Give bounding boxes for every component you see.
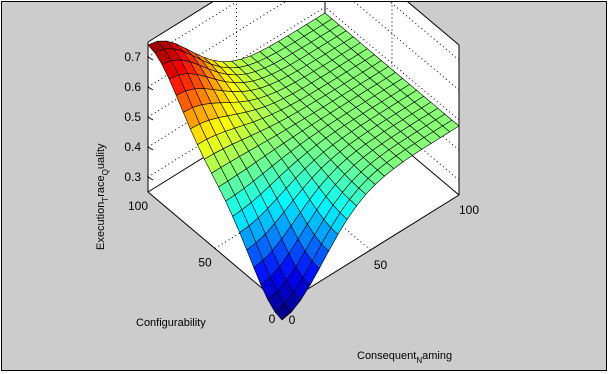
y-tick-label: 100 — [128, 199, 148, 213]
z-tick — [147, 176, 154, 181]
box-edge — [407, 2, 460, 46]
surface-patch — [274, 303, 292, 321]
z-tick — [147, 116, 154, 121]
z-tick — [147, 56, 154, 61]
y-tick-label: 50 — [198, 256, 212, 270]
x-axis-label: ConsequentNaming — [357, 350, 452, 365]
box-edge — [147, 2, 214, 43]
y-tick-label: 0 — [269, 312, 276, 326]
z-tick-label: 0.6 — [124, 80, 141, 94]
z-axis-label: ExecutionTraceQuality — [95, 143, 110, 250]
x-tick-label: 50 — [374, 258, 388, 272]
z-tick — [147, 146, 154, 151]
tick-labels: 0.3 0.4 0.5 0.6 0.7 0 50 100 0 50 100 — [124, 50, 479, 327]
grid-line — [147, 2, 286, 88]
x-axis-line — [281, 194, 460, 306]
z-tick — [147, 86, 154, 91]
y-axis-line — [147, 191, 283, 306]
surface — [147, 12, 460, 321]
x-tick-label: 100 — [459, 203, 479, 217]
z-tick-label: 0.5 — [124, 110, 141, 124]
x-tick-label: 0 — [289, 313, 296, 327]
y-axis-label: Configurability — [136, 317, 206, 329]
z-tick-label: 0.7 — [124, 50, 141, 64]
z-tick-label: 0.4 — [124, 140, 141, 154]
z-tick-label: 0.3 — [124, 170, 141, 184]
